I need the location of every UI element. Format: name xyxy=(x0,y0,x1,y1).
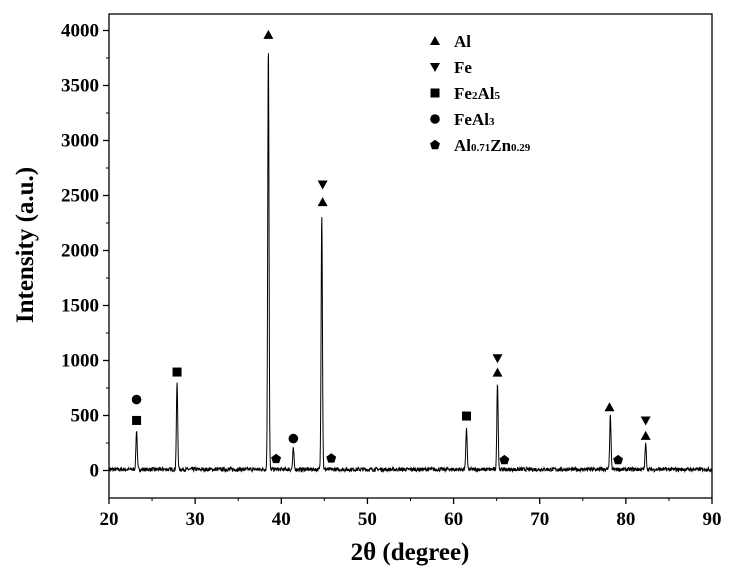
peak-marker-al xyxy=(317,197,328,207)
legend-symbol xyxy=(430,36,440,45)
peak-marker-feal3 xyxy=(131,394,142,405)
legend-label: Al xyxy=(454,32,471,51)
legend-symbol xyxy=(430,139,440,150)
peak-marker-fe xyxy=(317,180,328,190)
legend-label: Fe xyxy=(454,58,472,77)
legend-label: Fe2Al5 xyxy=(454,84,500,103)
legend-label: FeAl3 xyxy=(454,110,495,129)
peak-marker-al071zn029 xyxy=(271,453,282,464)
peak-marker-fe xyxy=(492,354,503,364)
legend-symbol xyxy=(430,63,440,72)
peak-marker-fe2al5 xyxy=(172,367,182,377)
peak-marker-al xyxy=(640,430,651,440)
diffraction-pattern xyxy=(108,53,713,474)
y-tick-label: 0 xyxy=(90,461,100,482)
x-tick-label: 40 xyxy=(272,509,291,530)
legend-item: Al xyxy=(430,32,471,51)
plot-frame xyxy=(108,13,713,499)
x-tick-label: 90 xyxy=(703,509,722,530)
y-axis-ticks: 0 500 1000 1500 2000 2500 3000 3500 4000 xyxy=(61,21,109,482)
y-axis-label: Intensity (a.u.) xyxy=(12,167,39,323)
y-tick-label: 4000 xyxy=(61,21,99,42)
peak-marker-al071zn029 xyxy=(326,453,337,463)
y-tick-label: 3500 xyxy=(61,76,99,97)
y-tick-label: 2500 xyxy=(61,186,99,207)
legend-symbol xyxy=(430,114,440,124)
x-axis-ticks: 20 30 40 50 60 70 80 90 xyxy=(100,498,722,530)
xrd-line xyxy=(108,53,713,474)
phase-markers xyxy=(131,29,651,465)
peak-marker-al071zn029 xyxy=(613,454,624,465)
legend-item: Fe2Al5 xyxy=(430,84,500,103)
x-tick-label: 70 xyxy=(530,509,549,530)
y-tick-label: 1500 xyxy=(61,296,99,317)
peak-marker-al xyxy=(492,367,503,377)
peak-marker-fe2al5 xyxy=(132,415,142,425)
legend-label: Al0.71Zn0.29 xyxy=(454,136,531,155)
x-tick-label: 50 xyxy=(358,509,377,530)
y-tick-label: 2000 xyxy=(61,241,99,262)
legend-item: Fe xyxy=(430,58,472,77)
y-tick-label: 1000 xyxy=(61,351,99,372)
y-tick-label: 500 xyxy=(71,406,100,427)
peak-marker-feal3 xyxy=(288,433,299,444)
legend-item: Al0.71Zn0.29 xyxy=(430,136,531,155)
x-tick-label: 20 xyxy=(100,509,119,530)
peak-marker-fe2al5 xyxy=(461,411,471,421)
legend-item: FeAl3 xyxy=(430,110,495,129)
peak-marker-al071zn029 xyxy=(499,454,510,465)
legend: Al Fe Fe2Al5 FeAl3 Al0.71Zn0.29 xyxy=(430,32,531,155)
peak-marker-al xyxy=(604,402,615,412)
x-tick-label: 60 xyxy=(444,509,463,530)
x-tick-label: 30 xyxy=(186,509,205,530)
legend-symbol xyxy=(430,88,440,98)
plot-border xyxy=(108,13,713,499)
x-axis-label: 2θ (degree) xyxy=(351,539,470,566)
y-tick-label: 3000 xyxy=(61,131,99,152)
peak-marker-al xyxy=(263,29,274,39)
x-tick-label: 80 xyxy=(616,509,635,530)
peak-marker-fe xyxy=(640,416,651,426)
